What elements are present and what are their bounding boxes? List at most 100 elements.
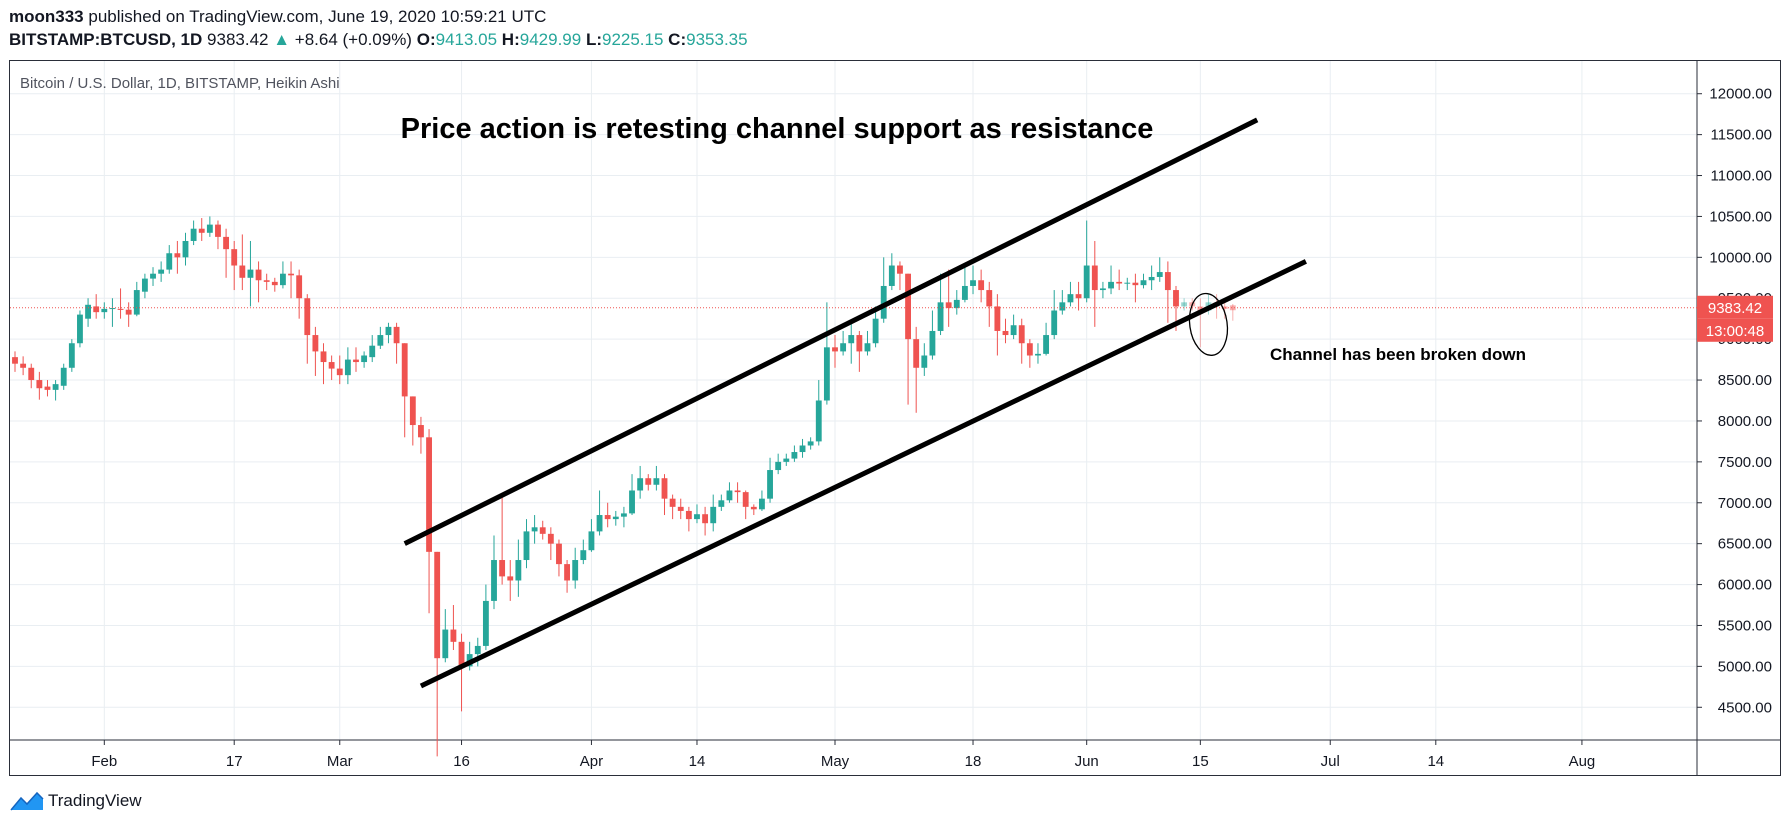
candle-body <box>118 309 124 310</box>
time-tick-label: 14 <box>1427 753 1444 770</box>
price-tick-label: 6000.00 <box>1718 577 1772 594</box>
candle-body <box>1116 282 1122 284</box>
candle-body <box>1108 282 1114 289</box>
candle-body <box>215 225 221 237</box>
price-tick-label: 8500.00 <box>1718 372 1772 389</box>
time-tick-label: Feb <box>91 753 117 770</box>
candle-body <box>28 368 34 380</box>
candle-body <box>69 343 75 368</box>
candle-body <box>1173 290 1179 306</box>
candle-body <box>921 356 927 368</box>
time-axis: Feb 17 Mar 16 Apr 14 May 18 Jun 15 Jul 14 Aug <box>91 740 1595 770</box>
candle-body <box>377 335 383 346</box>
candle-body <box>832 347 838 351</box>
candle-body <box>442 630 448 659</box>
candle-body <box>613 517 619 519</box>
price-tick-label: 11000.00 <box>1711 168 1772 185</box>
candle-body <box>702 514 708 523</box>
candle-body <box>532 527 538 531</box>
candle-body <box>515 560 521 580</box>
candle-body <box>670 499 676 507</box>
candle-body <box>1181 302 1187 306</box>
candle-body <box>256 270 262 281</box>
candle-body <box>686 511 692 519</box>
candle-body <box>158 270 164 274</box>
candle-body <box>329 362 335 369</box>
candles <box>12 216 1236 756</box>
candle-body <box>85 305 91 319</box>
candle-body <box>288 274 294 276</box>
tradingview-brand[interactable]: TradingView <box>10 790 142 812</box>
candle-body <box>751 507 757 509</box>
candle-body <box>142 279 148 292</box>
candle-body <box>605 515 611 519</box>
candle-body <box>800 445 806 452</box>
candle-body <box>1157 272 1163 277</box>
candle-body <box>337 369 343 376</box>
last-price-badge-label: 9383.42 <box>1708 300 1762 317</box>
candle-body <box>223 237 229 249</box>
candle-body <box>897 266 903 274</box>
candle-body <box>312 335 318 351</box>
candle-body <box>662 478 668 498</box>
candle-body <box>20 364 26 368</box>
candle-body <box>499 560 505 576</box>
candle-body <box>791 452 797 459</box>
time-tick-label: 14 <box>689 753 706 770</box>
candle-body <box>394 327 400 343</box>
candle-body <box>1141 280 1147 285</box>
candle-body <box>166 253 172 269</box>
candle-body <box>402 343 408 396</box>
candle-body <box>783 459 789 462</box>
price-tick-label: 6500.00 <box>1718 536 1772 553</box>
channel-bottom-trendline <box>421 261 1306 686</box>
candle-body <box>369 346 375 357</box>
price-tick-label: 5000.00 <box>1718 658 1772 675</box>
candle-body <box>946 302 952 308</box>
candle-body <box>45 387 51 390</box>
candle-body <box>873 319 879 344</box>
candle-body <box>767 470 773 499</box>
price-tick-label: 4500.00 <box>1718 699 1772 716</box>
price-axis: 4500.005000.005500.006000.006500.007000.… <box>1697 86 1772 717</box>
candle-body <box>548 534 554 544</box>
price-tick-label: 10000.00 <box>1709 249 1772 266</box>
candle-body <box>491 560 497 601</box>
candle-body <box>645 478 651 485</box>
candle-body <box>199 229 205 233</box>
candle-body <box>507 576 513 580</box>
price-tick-label: 7500.00 <box>1718 454 1772 471</box>
candle-body <box>1035 354 1041 356</box>
candle-body <box>280 274 286 285</box>
countdown-badge-label: 13:00:48 <box>1706 323 1764 340</box>
candle-body <box>361 356 367 363</box>
brand-name: TradingView <box>48 791 142 811</box>
candle-body <box>77 315 83 344</box>
candle-body <box>126 310 132 315</box>
candle-body <box>556 544 562 564</box>
candle-body <box>264 280 270 282</box>
candle-body <box>986 290 992 306</box>
candle-body <box>694 514 700 519</box>
candle-body <box>12 357 18 364</box>
candle-body <box>824 347 830 400</box>
candle-body <box>889 266 895 286</box>
annotation-break-label: Channel has been broken down <box>1270 345 1526 364</box>
candle-body <box>978 280 984 290</box>
channel-top-trendline <box>405 120 1257 544</box>
time-tick-label: Mar <box>327 753 353 770</box>
candle-body <box>134 290 140 315</box>
time-tick-label: 16 <box>453 753 470 770</box>
candle-body <box>808 441 814 445</box>
candle-body <box>1132 283 1138 285</box>
candle-body <box>994 306 1000 331</box>
candle-body <box>61 368 67 386</box>
candle-body <box>475 646 481 654</box>
candle-body <box>150 274 156 279</box>
time-tick-label: 18 <box>965 753 982 770</box>
candle-body <box>450 630 456 642</box>
candle-body <box>727 490 733 500</box>
grid-lines <box>10 61 1697 740</box>
candle-body <box>580 550 586 560</box>
